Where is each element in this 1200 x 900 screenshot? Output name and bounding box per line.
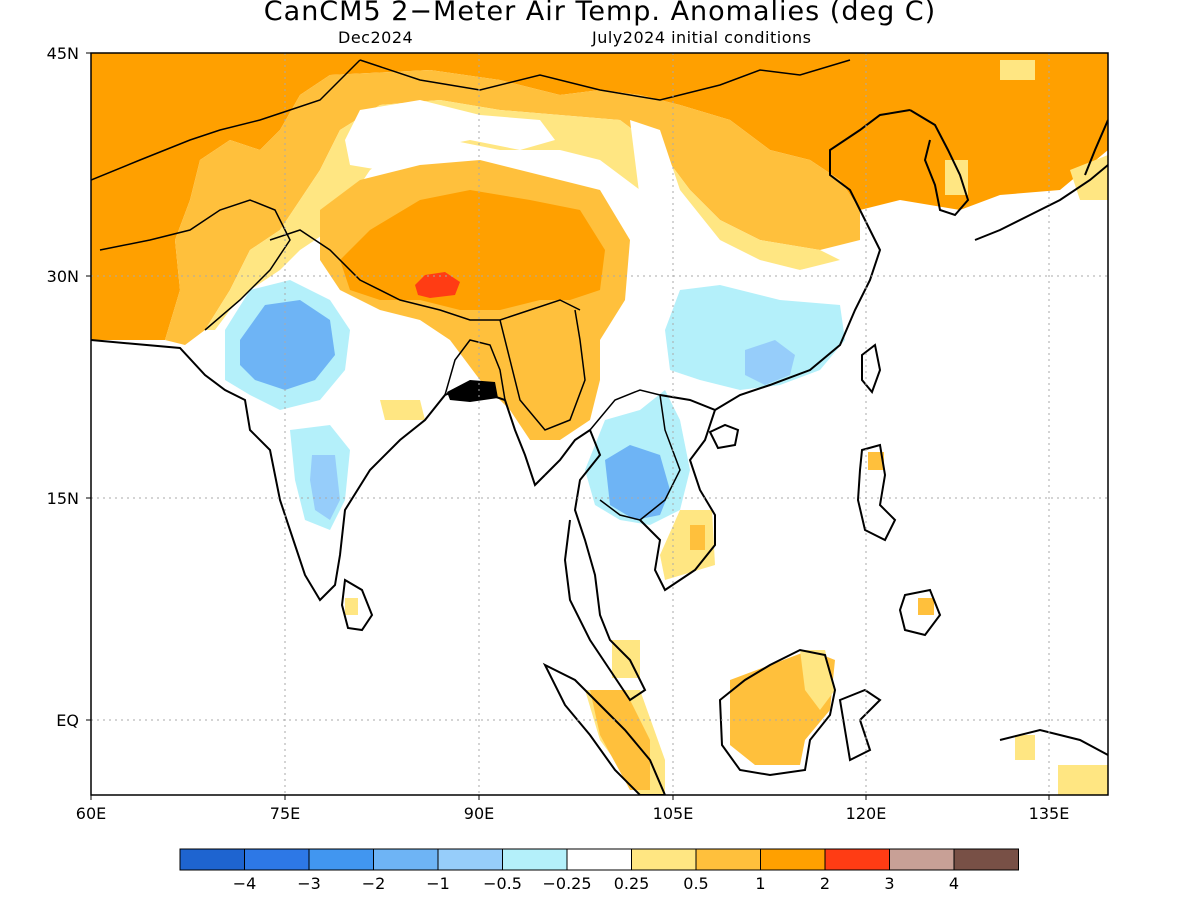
coastline-luzon: [856, 443, 897, 542]
anomaly-region-strong-orange-north: [91, 53, 1108, 340]
colorbar-label: 0.25: [614, 874, 650, 893]
x-tick-label: 135E: [1029, 804, 1070, 823]
colorbar-label: −0.5: [483, 874, 522, 893]
anomaly-patch-borneo-edge: [800, 650, 835, 710]
colorbar-swatch: [437, 848, 503, 871]
anomaly-patch-vietnam-core: [690, 525, 705, 550]
colorbar-label: 2: [820, 874, 830, 893]
anomaly-region-orange-north: [165, 70, 860, 345]
map-frame: [90, 52, 1109, 796]
axis-ticks: 60E 75E 90E 105E 120E 135E 45N 30N 15N EQ: [47, 44, 1070, 823]
colorbar-label: 1: [755, 874, 765, 893]
forecast-month: Dec2024: [338, 28, 414, 47]
x-tick-label: 75E: [270, 804, 300, 823]
border-mongolia-china: [359, 59, 851, 101]
colorbar: −4 −3 −2 −1 −0.5 −0.25 0.25 0.5 1 2 3 4: [179, 848, 1019, 893]
border-myanmar: [499, 309, 586, 431]
anomaly-patch-manchuria: [1000, 60, 1035, 80]
anomaly-patch-sulawesi: [1015, 735, 1035, 760]
colorbar-label: −0.25: [542, 874, 591, 893]
colorbar-swatch: [695, 848, 761, 871]
anomaly-patch-japan: [1070, 155, 1108, 200]
coastlines: [91, 59, 1108, 795]
colorbar-label: 3: [884, 874, 894, 893]
colorbar-swatch: [244, 848, 310, 871]
bangladesh-delta: [447, 380, 498, 402]
coastline-sumatra: [542, 662, 667, 795]
x-tick-label: 105E: [653, 804, 694, 823]
anomaly-region-neutral-mongolia: [345, 100, 555, 170]
coastline-borneo: [718, 648, 837, 777]
anomaly-patch-newguinea: [1058, 765, 1108, 795]
colorbar-swatch: [824, 848, 890, 871]
x-tick-label: 60E: [76, 804, 106, 823]
coastline-japan: [974, 119, 1108, 241]
colorbar-label: −4: [233, 874, 257, 893]
y-tick-label: 30N: [47, 267, 79, 286]
coastline-china-south: [714, 109, 911, 411]
anomaly-region-red-tibet: [415, 272, 460, 298]
coastline-newguinea: [999, 728, 1108, 756]
border-himalaya: [269, 229, 581, 321]
colorbar-label: 0.5: [683, 874, 708, 893]
anomaly-patch-srilanka: [345, 598, 358, 615]
x-tick-label: 90E: [464, 804, 494, 823]
coastline-mindanao: [898, 588, 942, 637]
y-tick-label: EQ: [56, 711, 79, 730]
anomaly-region-strong-orange-tibet: [340, 190, 605, 310]
colorbar-swatch: [631, 848, 697, 871]
anomaly-region-lightblue-south-china: [665, 285, 845, 390]
colorbar-swatch: [953, 848, 1019, 871]
colorbar-label: −1: [426, 874, 450, 893]
coastline-sulawesi: [838, 688, 882, 762]
colorbar-swatch: [566, 848, 632, 871]
anomaly-patch-sumatra: [590, 690, 650, 790]
border-central-asia: [91, 59, 361, 181]
grid: [91, 53, 1108, 795]
colorbar-swatch: [889, 848, 955, 871]
coastline-srilanka: [340, 578, 374, 632]
anomaly-patch-mindanao: [918, 598, 934, 615]
chart-title: CanCM5 2−Meter Air Temp. Anomalies (deg …: [263, 0, 937, 27]
colorbar-swatch: [760, 848, 826, 871]
anomaly-region-blue-indochina: [605, 445, 670, 520]
colorbar-swatch: [308, 848, 374, 871]
colorbar-swatch: [502, 848, 568, 871]
coastline-taiwan: [861, 343, 882, 394]
colorbar-swatch: [373, 848, 439, 871]
colorbar-swatch: [179, 848, 245, 871]
anomaly-patch-korea: [945, 160, 968, 195]
anomaly-region-blue-india: [240, 300, 335, 390]
coastline-korea: [909, 109, 970, 217]
y-tick-label: 45N: [47, 44, 79, 63]
anomaly-region-blue-deccan: [310, 455, 340, 520]
border-bangladesh: [444, 339, 506, 401]
y-tick-label: 15N: [47, 489, 79, 508]
anomaly-region-blue-south-china: [745, 340, 795, 385]
x-tick-label: 120E: [846, 804, 887, 823]
anomaly-patch-bengal: [380, 400, 425, 420]
anomaly-field: [91, 53, 1108, 795]
initial-conditions: July2024 initial conditions: [592, 28, 812, 47]
colorbar-label: −2: [362, 874, 386, 893]
colorbar-label: 4: [949, 874, 959, 893]
coastline-hainan: [708, 423, 740, 450]
anomaly-patch-luzon: [868, 452, 884, 470]
border-afghanistan-pakistan: [99, 199, 291, 331]
colorbar-label: −3: [297, 874, 321, 893]
